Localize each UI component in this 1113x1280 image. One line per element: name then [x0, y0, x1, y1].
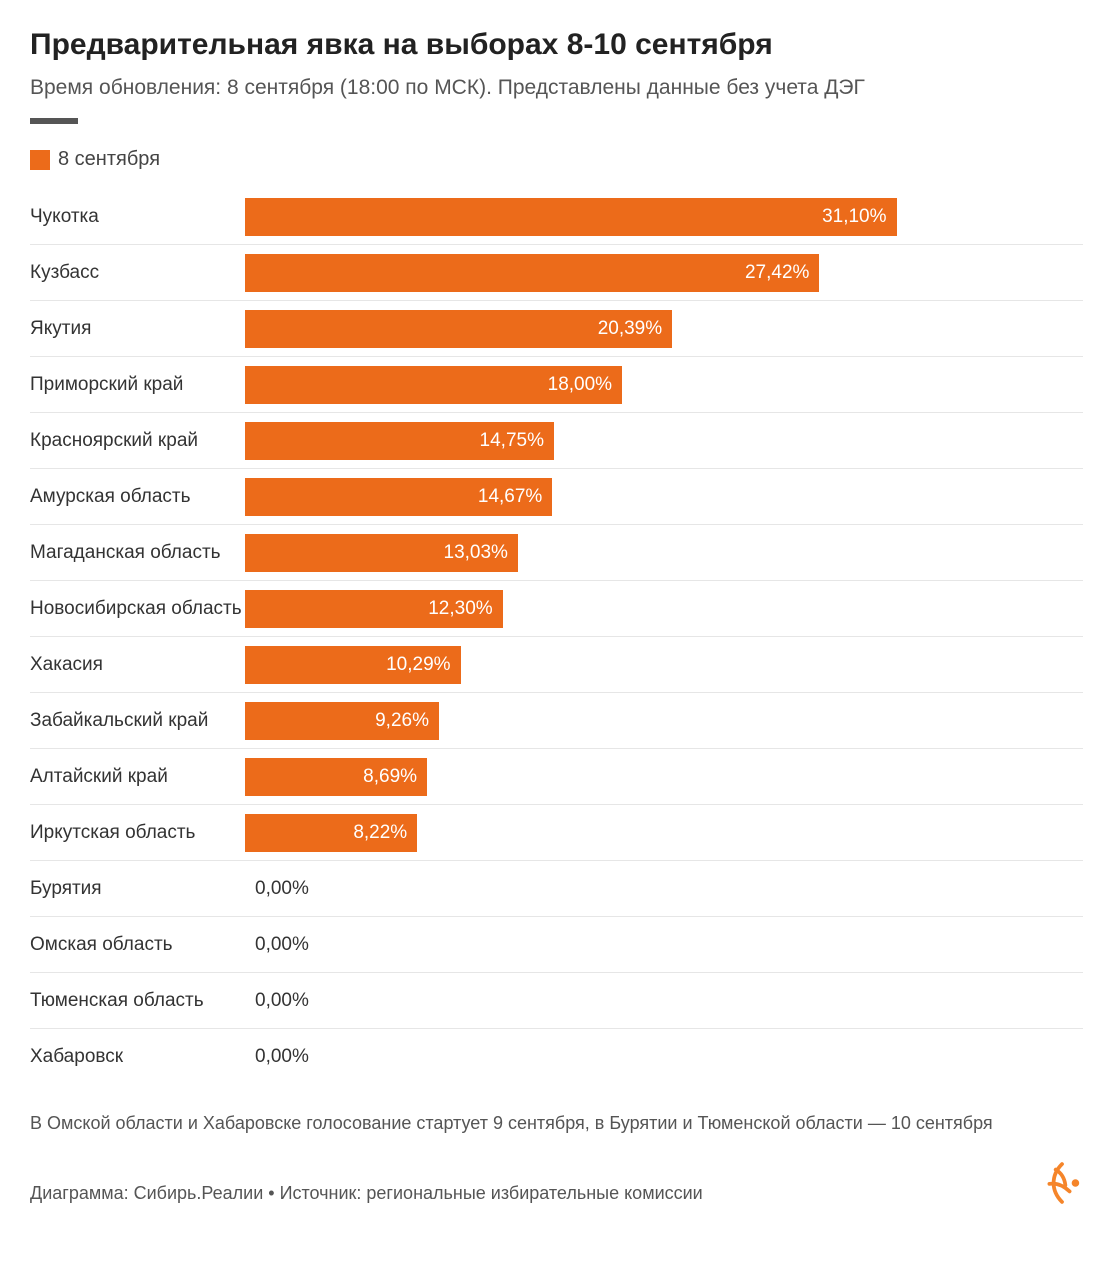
- bar-row-label: Хакасия: [30, 654, 245, 676]
- bar-track: 0,00%: [245, 870, 1083, 908]
- bar: 31,10%: [245, 198, 897, 236]
- bar-track: 8,69%: [245, 758, 1083, 796]
- credits: Диаграмма: Сибирь.Реалии • Источник: рег…: [30, 1183, 703, 1204]
- source-logo-icon: [1041, 1162, 1083, 1204]
- bar: 8,69%: [245, 758, 427, 796]
- bar-row-label: Забайкальский край: [30, 710, 245, 732]
- bar-value: 0,00%: [245, 990, 309, 1012]
- bar-value: 31,10%: [822, 206, 886, 228]
- bar-row: Чукотка 31,10%: [30, 189, 1083, 245]
- bar-row: Кузбасс 27,42%: [30, 245, 1083, 301]
- bar-value: 10,29%: [386, 654, 450, 676]
- divider: [30, 118, 78, 124]
- bar-row-label: Омская область: [30, 934, 245, 956]
- bar-row: Хабаровск0,00%: [30, 1029, 1083, 1085]
- bar: 9,26%: [245, 702, 439, 740]
- bar-row: Якутия 20,39%: [30, 301, 1083, 357]
- bar-row-label: Чукотка: [30, 206, 245, 228]
- bar-row-label: Новосибирская область: [30, 598, 245, 620]
- bar: 14,75%: [245, 422, 554, 460]
- bar-track: 8,22%: [245, 814, 1083, 852]
- bar-row: Амурская область 14,67%: [30, 469, 1083, 525]
- bar: 8,22%: [245, 814, 417, 852]
- bar-value: 0,00%: [245, 934, 309, 956]
- bar-row-label: Приморский край: [30, 374, 245, 396]
- bar-track: 9,26%: [245, 702, 1083, 740]
- legend-label: 8 сентября: [58, 148, 160, 171]
- bar-track: 12,30%: [245, 590, 1083, 628]
- chart-title: Предварительная явка на выборах 8-10 сен…: [30, 28, 1083, 62]
- bar: 12,30%: [245, 590, 503, 628]
- bar-row: Тюменская область0,00%: [30, 973, 1083, 1029]
- bar-value: 8,69%: [363, 766, 417, 788]
- bar: 13,03%: [245, 534, 518, 572]
- bar-value: 8,22%: [353, 822, 407, 844]
- bar-row-label: Якутия: [30, 318, 245, 340]
- bar-track: 13,03%: [245, 534, 1083, 572]
- bar-row-label: Кузбасс: [30, 262, 245, 284]
- bar: 20,39%: [245, 310, 672, 348]
- bar-track: 14,75%: [245, 422, 1083, 460]
- credits-row: Диаграмма: Сибирь.Реалии • Источник: рег…: [30, 1162, 1083, 1204]
- bar-row-label: Бурятия: [30, 878, 245, 900]
- bar-row-label: Хабаровск: [30, 1046, 245, 1068]
- bar-track: 10,29%: [245, 646, 1083, 684]
- bar: 18,00%: [245, 366, 622, 404]
- bar-row-label: Красноярский край: [30, 430, 245, 452]
- bar-value: 12,30%: [428, 598, 492, 620]
- bar-value: 27,42%: [745, 262, 809, 284]
- bar-row: Красноярский край 14,75%: [30, 413, 1083, 469]
- footnote: В Омской области и Хабаровске голосовани…: [30, 1111, 1083, 1136]
- bar-row-label: Иркутская область: [30, 822, 245, 844]
- bar-value: 0,00%: [245, 1046, 309, 1068]
- legend-swatch: [30, 150, 50, 170]
- bar-row: Забайкальский край 9,26%: [30, 693, 1083, 749]
- chart-container: Предварительная явка на выборах 8-10 сен…: [0, 0, 1113, 1224]
- bar-row: Бурятия0,00%: [30, 861, 1083, 917]
- bar-row: Хакасия 10,29%: [30, 637, 1083, 693]
- bar-value: 0,00%: [245, 878, 309, 900]
- bar-row: Новосибирская область 12,30%: [30, 581, 1083, 637]
- bar-track: 0,00%: [245, 982, 1083, 1020]
- bar-track: 14,67%: [245, 478, 1083, 516]
- bar-value: 14,67%: [478, 486, 542, 508]
- bar-track: 18,00%: [245, 366, 1083, 404]
- bar: 27,42%: [245, 254, 819, 292]
- bar-row: Магаданская область 13,03%: [30, 525, 1083, 581]
- bar-value: 13,03%: [444, 542, 508, 564]
- bar-row: Алтайский край 8,69%: [30, 749, 1083, 805]
- bar-row-label: Алтайский край: [30, 766, 245, 788]
- bar-row: Приморский край 18,00%: [30, 357, 1083, 413]
- legend: 8 сентября: [30, 148, 1083, 171]
- bar-row: Омская область0,00%: [30, 917, 1083, 973]
- bar-value: 9,26%: [375, 710, 429, 732]
- chart-subtitle: Время обновления: 8 сентября (18:00 по М…: [30, 76, 1083, 100]
- bar-chart: Чукотка 31,10% Кузбасс 27,42% Якутия 20,39% Пр…: [30, 189, 1083, 1085]
- bar: 10,29%: [245, 646, 461, 684]
- bar-track: 20,39%: [245, 310, 1083, 348]
- bar-track: 27,42%: [245, 254, 1083, 292]
- bar-track: 31,10%: [245, 198, 1083, 236]
- bar-track: 0,00%: [245, 1038, 1083, 1076]
- bar: 14,67%: [245, 478, 552, 516]
- bar-value: 18,00%: [548, 374, 612, 396]
- bar-track: 0,00%: [245, 926, 1083, 964]
- bar-row-label: Тюменская область: [30, 990, 245, 1012]
- bar-row-label: Амурская область: [30, 486, 245, 508]
- bar-row-label: Магаданская область: [30, 542, 245, 564]
- bar-value: 14,75%: [480, 430, 544, 452]
- bar-row: Иркутская область 8,22%: [30, 805, 1083, 861]
- bar-value: 20,39%: [598, 318, 662, 340]
